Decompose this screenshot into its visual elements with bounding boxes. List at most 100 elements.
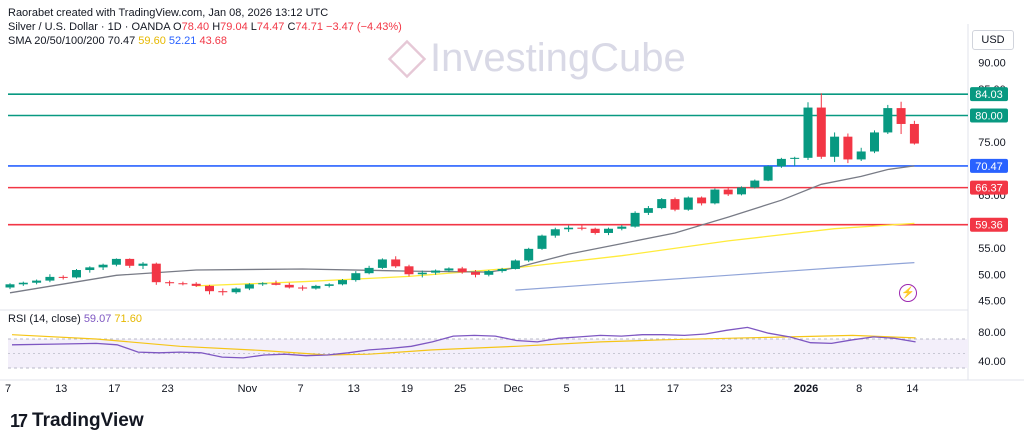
close-value: 74.71 [295, 21, 323, 33]
candle-body [683, 197, 693, 210]
level-label: 59.36 [975, 220, 1003, 232]
candle-body [284, 284, 294, 288]
price-tick-label: 45.00 [978, 296, 1006, 308]
candle-body [484, 271, 494, 275]
candle-body [896, 108, 906, 124]
candle-body [191, 283, 201, 286]
low-label: L [250, 21, 257, 33]
candle-body [497, 268, 507, 272]
time-tick-label: 5 [564, 383, 570, 395]
candle-body [377, 259, 387, 268]
flash-icon[interactable]: ⚡ [899, 284, 917, 302]
candle-body [710, 189, 720, 204]
candle-body [524, 248, 534, 261]
level-badge [970, 87, 1008, 102]
candle-body [111, 258, 121, 265]
rsi-label[interactable]: RSI (14, close) [8, 313, 81, 325]
time-tick-label: 13 [348, 383, 360, 395]
candle-body [617, 226, 627, 229]
horizontal-levels [8, 93, 968, 226]
candle-body [298, 287, 308, 289]
candle-body [151, 263, 161, 283]
time-tick-label: 13 [55, 383, 67, 395]
rsi-tick-label: 40.00 [978, 356, 1006, 368]
candle-body [537, 235, 547, 249]
investingcube-watermark: InvestingCube [387, 36, 686, 81]
candle-body [630, 212, 640, 227]
low-value: 74.47 [256, 21, 285, 33]
candle-body [790, 157, 800, 159]
level-badge [970, 108, 1008, 123]
time-axis: 7 13 17 23 Nov 7 13 19 25 Dec 5 11 17 23 2026 8 14 [5, 383, 919, 395]
price-axis: 90.0085.0080.0075.0070.0065.0060.0055.00… [970, 58, 1008, 368]
candle-body [324, 284, 334, 286]
candle-body [843, 136, 853, 160]
candle-body [670, 199, 680, 210]
time-tick-label: 8 [856, 383, 862, 395]
ohlc-line: Silver / U.S. Dollar · 1D · OANDA O78.40… [8, 20, 402, 34]
candle-body [32, 280, 42, 283]
candle-body [5, 284, 15, 288]
symbol-name[interactable]: Silver / U.S. Dollar · 1D · OANDA [8, 21, 170, 33]
sma50-line [196, 222, 915, 287]
candle-body [98, 264, 108, 268]
candle-body [643, 208, 653, 213]
tradingview-logo[interactable]: 17 TradingView [10, 410, 144, 432]
candle-body [444, 268, 454, 271]
sma-line: SMA 20/50/100/200 70.47 59.60 52.21 43.6… [8, 34, 402, 48]
candle-body [510, 260, 520, 269]
author-line: Raorabet created with TradingView.com, J… [8, 7, 329, 19]
close-label: C [287, 21, 296, 33]
moving-averages [9, 165, 915, 294]
time-tick-label: Nov [238, 383, 258, 395]
level-label: 80.00 [975, 111, 1003, 123]
change-value: −3.47 (−4.43%) [326, 21, 402, 33]
time-tick-label: 2026 [794, 383, 818, 395]
candle-body [431, 270, 441, 273]
candle-body [178, 283, 188, 285]
sma20-value: 70.47 [107, 35, 136, 47]
sma100-line [515, 262, 915, 291]
candle-body [45, 276, 55, 281]
price-tick-label: 50.00 [978, 269, 1006, 281]
candle-body [165, 282, 175, 284]
candle-body [550, 229, 560, 236]
candle-body [244, 284, 254, 289]
candle-body [457, 268, 467, 273]
candle-body [218, 291, 228, 293]
rsi-line [11, 326, 916, 359]
candle-body [830, 136, 840, 157]
candle-body [471, 272, 480, 275]
candle-body [205, 285, 214, 292]
level-label: 66.37 [975, 183, 1003, 195]
candle-body [338, 280, 347, 285]
time-tick-label: 17 [108, 383, 120, 395]
rsi-pane [8, 326, 968, 369]
candle-body [72, 270, 81, 278]
candle-body [271, 283, 281, 285]
rsi-value: 59.07 [83, 313, 112, 325]
time-tick-label: 7 [298, 383, 304, 395]
candle-body [351, 273, 361, 281]
candle-body [856, 151, 866, 160]
level-badge [970, 180, 1008, 195]
brand-name: TradingView [32, 410, 144, 431]
candle-body [125, 258, 135, 266]
rsi-ma-line [11, 334, 916, 356]
candle-body [803, 107, 813, 158]
time-tick-label: 11 [614, 383, 625, 395]
currency-button[interactable]: USD [972, 30, 1014, 50]
high-label: H [212, 21, 221, 33]
candle-body [763, 166, 773, 181]
sma100-value: 52.21 [168, 35, 197, 47]
candle-body [723, 189, 733, 195]
sma-label[interactable]: SMA 20/50/100/200 [8, 35, 105, 47]
candle-body [18, 282, 28, 285]
price-tick-label: 75.00 [978, 137, 1006, 149]
level-badge [970, 217, 1008, 232]
candle-body [870, 132, 879, 152]
candle-body [577, 227, 587, 229]
cube-logo-icon [387, 39, 427, 78]
candle-body [657, 199, 667, 209]
open-label: O [173, 21, 182, 33]
